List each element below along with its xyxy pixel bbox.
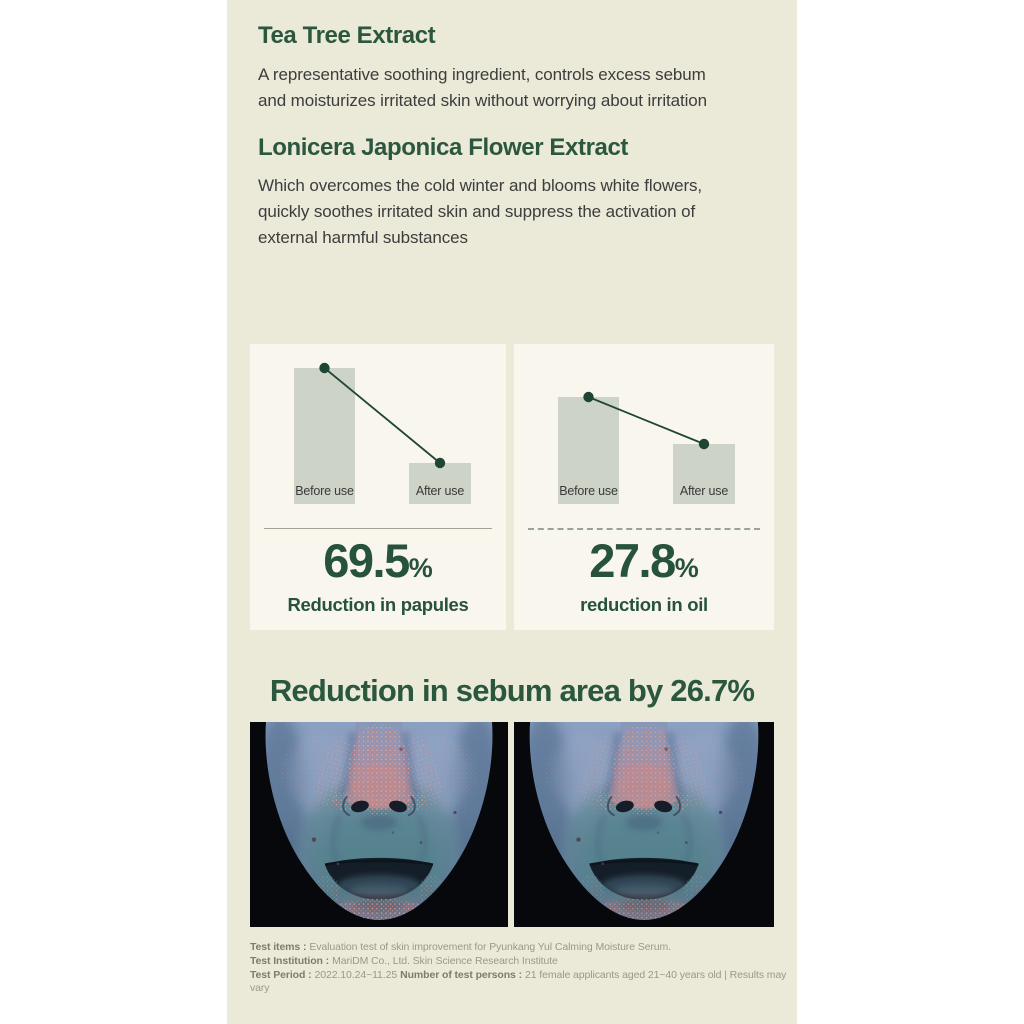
result-percentage-oil: 27.8%	[514, 537, 774, 584]
uv-face-photo-before	[250, 722, 508, 927]
uv-face-illustration	[514, 722, 774, 927]
bar-after-use: After use	[673, 444, 735, 504]
uv-face-illustration	[250, 722, 508, 927]
tea-tree-description: A representative soothing ingredient, co…	[258, 65, 708, 110]
card-divider	[264, 528, 492, 529]
sebum-reduction-heading: Reduction in sebum area by 26.7%	[269, 673, 755, 708]
bar-before-use: Before use	[294, 368, 355, 504]
test-persons-label: Number of test persons :	[400, 968, 522, 981]
percent-value: 27.8	[589, 534, 676, 587]
bar-chart-oil: Before use After use	[528, 391, 760, 504]
bar-label-after-use: After use	[679, 484, 729, 498]
lonicera-heading: Lonicera Japonica Flower Extract	[258, 134, 628, 161]
test-period-value: 2022.10.24~11.25	[314, 968, 398, 981]
bar-label-before-use: Before use	[295, 484, 354, 498]
test-persons-value: 21 female applicants aged 21~40 years ol…	[250, 968, 787, 995]
test-institution-line: Test Institution : MariDM Co., Ltd. Skin …	[250, 955, 797, 969]
test-disclaimer: Test items : Evaluation test of skin impr…	[250, 941, 797, 996]
bar-chart-papules: Before use After use	[264, 362, 492, 504]
test-period-line: Test Period :2022.10.24~11.25 Number of t…	[250, 969, 797, 997]
percent-value: 69.5	[323, 534, 410, 587]
test-items-line: Test items : Evaluation test of skin impr…	[250, 941, 797, 955]
bar-label-before-use: Before use	[559, 484, 618, 498]
tea-tree-heading: Tea Tree Extract	[258, 22, 436, 49]
result-caption-oil: reduction in oil	[580, 594, 708, 615]
result-card-papules: Before use After use 69.5% Reduction in …	[250, 344, 506, 630]
product-info-panel: Tea Tree Extract A representative soothi…	[227, 0, 797, 1024]
test-period-label: Test Period :	[250, 968, 312, 981]
card-divider	[528, 528, 760, 530]
result-card-oil: Before use After use 27.8% reduction in …	[514, 344, 774, 630]
test-institution-value: MariDM Co., Ltd. Skin Science Research I…	[332, 954, 558, 967]
percent-sign: %	[408, 553, 433, 583]
bar-after-use: After use	[409, 463, 471, 504]
result-caption-papules: Reduction in papules	[287, 594, 469, 615]
bar-label-after-use: After use	[415, 484, 465, 498]
percent-sign: %	[674, 553, 699, 583]
result-percentage-papules: 69.5%	[250, 537, 506, 584]
bar-before-use: Before use	[558, 397, 619, 504]
test-items-value: Evaluation test of skin improvement for …	[309, 941, 672, 953]
test-items-label: Test items :	[250, 941, 307, 953]
uv-face-photo-after	[514, 722, 774, 927]
test-institution-label: Test Institution :	[250, 954, 330, 967]
lonicera-description: Which overcomes the cold winter and bloo…	[258, 176, 703, 247]
